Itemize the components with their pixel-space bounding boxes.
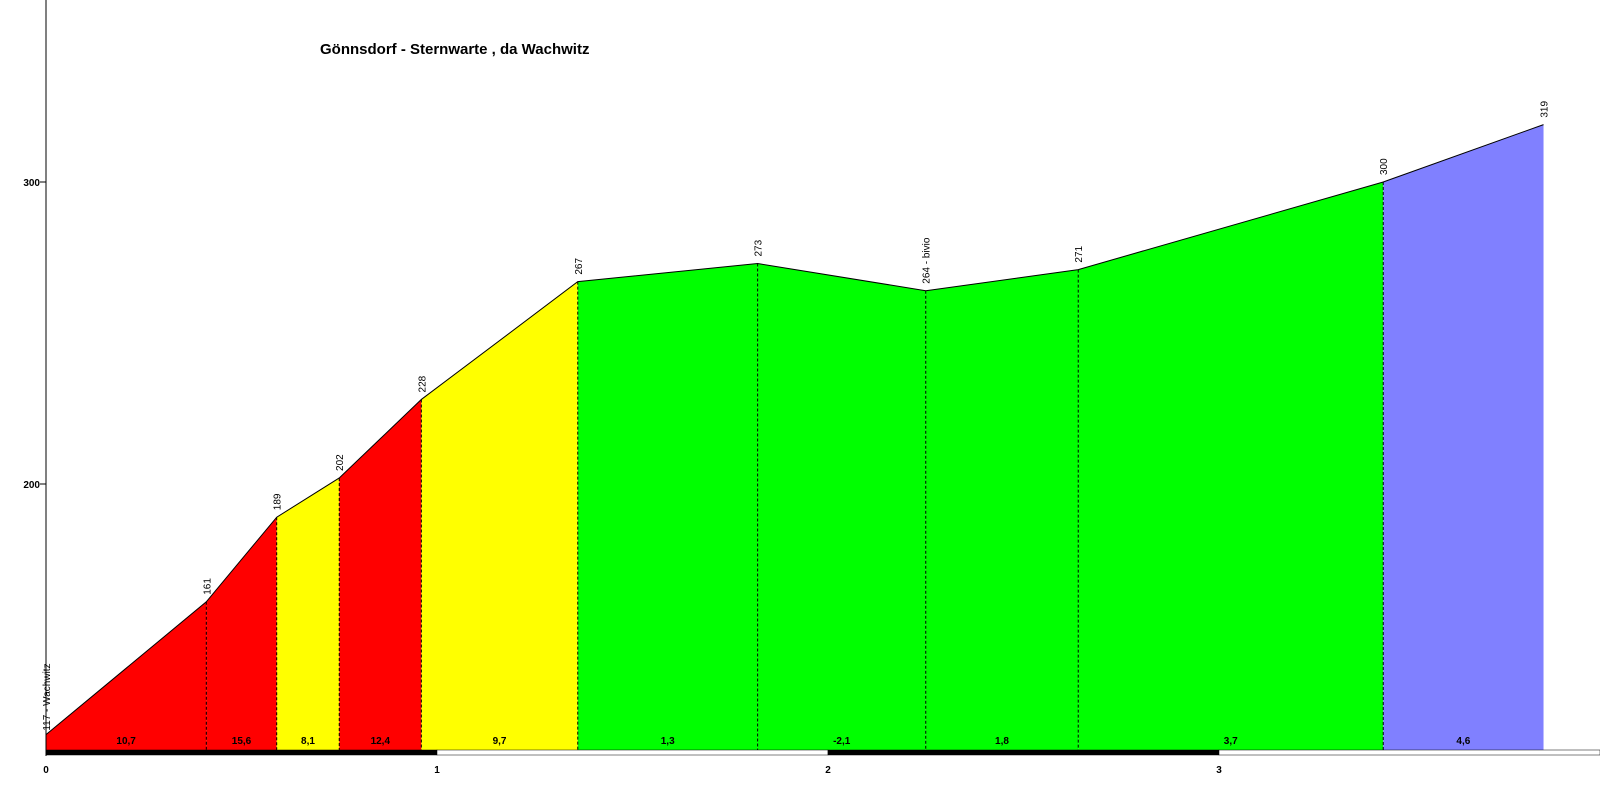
elevation-point-label: 300 (1379, 158, 1390, 175)
y-tick-label: 300 (23, 178, 40, 189)
x-tick-label: 0 (43, 765, 49, 776)
x-tick-label: 2 (825, 765, 831, 776)
gradient-segment-area (1383, 124, 1544, 751)
gradient-segment-area (206, 517, 277, 750)
elevation-point-label: 161 (202, 578, 213, 595)
elevation-point-label: 189 (273, 493, 284, 510)
segment-gradient-label: 15,6 (232, 736, 252, 747)
segment-gradient-label: 12,4 (371, 736, 391, 747)
segment-gradient-label: 3,7 (1224, 736, 1238, 747)
gradient-segment-area (1078, 182, 1384, 750)
gradient-segment-area (925, 269, 1079, 750)
elevation-point-label: 202 (335, 454, 346, 471)
elevation-point-label: 117 - Wachwitz (42, 663, 53, 730)
segment-gradient-label: 9,7 (493, 736, 507, 747)
elevation-point-label: 319 (1540, 100, 1551, 117)
km-scale-bar (1218, 749, 1600, 756)
gradient-segment-area (421, 281, 578, 750)
gradient-segment-area (46, 601, 207, 750)
segment-gradient-label: 4,6 (1456, 736, 1470, 747)
elevation-point-label: 228 (417, 375, 428, 392)
elevation-point-label: 267 (574, 258, 585, 275)
gradient-segment-area (339, 399, 422, 750)
gradient-segment-area (276, 477, 340, 750)
elevation-point-label: 271 (1074, 245, 1085, 262)
segment-gradient-label: -2,1 (833, 736, 851, 747)
segment-gradient-label: 1,8 (995, 736, 1009, 747)
km-scale-bar (827, 749, 1220, 756)
gradient-segment-area (577, 263, 758, 750)
elevation-point-label: 264 - bivio (922, 237, 933, 284)
segment-gradient-label: 10,7 (116, 736, 136, 747)
y-tick-label: 200 (23, 480, 40, 491)
x-tick-label: 1 (434, 765, 440, 776)
elevation-point-label: 273 (754, 239, 765, 256)
x-tick-label: 3 (1216, 765, 1222, 776)
km-scale-bar (436, 749, 829, 756)
chart-title: Gönnsdorf - Sternwarte , da Wachwitz (320, 41, 589, 58)
elevation-profile-line (45, 124, 1544, 736)
segment-gradient-label: 8,1 (301, 736, 315, 747)
gradient-segment-area (757, 263, 926, 750)
km-scale-bar (45, 749, 438, 756)
segment-gradient-label: 1,3 (661, 736, 675, 747)
